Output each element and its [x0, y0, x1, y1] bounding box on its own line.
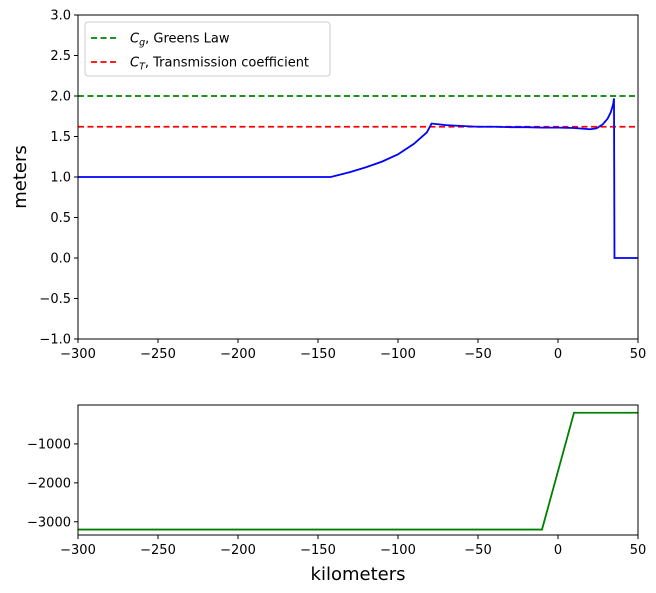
panel-1-y-tick-label: 0.0 [50, 252, 71, 267]
panel-1-y-tick-label: −1.0 [39, 333, 71, 348]
panel-1-x-tick-label: −150 [300, 347, 336, 362]
panel-2-x-tick-label: 0 [554, 543, 562, 558]
panel-2-frame [77, 404, 639, 536]
panel-2-x-tick-label: −200 [220, 543, 256, 558]
panel-1-series-group [78, 95, 638, 259]
panel-1-y-axis-label: meters [10, 145, 31, 209]
panel-2-y-tick-label: −1000 [27, 437, 71, 452]
panel-1-x-tick-label: −250 [140, 347, 176, 362]
panel-1-x-tick-label: −50 [464, 347, 491, 362]
panel-1: −300 −250 −200 −150 −100 −50 0 50 −1.0 −0.5 0.0 0.5… [10, 9, 646, 363]
panel-2-y-tick-label: −3000 [27, 515, 71, 530]
panel-2-x-tick-label: 50 [630, 543, 647, 558]
panel-2-x-tick-label: −150 [300, 543, 336, 558]
panel-1-y-tick-label: 2.5 [50, 49, 71, 64]
panel-2-x-tick-label: −50 [464, 543, 491, 558]
panel-1-y-tick-label: 2.0 [50, 90, 71, 105]
panel-2-x-axis-label: kilometers [311, 564, 406, 585]
panel-2-x-tick-label: −100 [380, 543, 416, 558]
legend-entry-1: Cg, Greens Law [130, 32, 230, 49]
panel-1-y-tick-label: 3.0 [50, 9, 71, 24]
panel-2-y-tick-label: −2000 [27, 476, 71, 491]
panel-1-y-tick-label: 0.5 [50, 211, 71, 226]
panel-2-x-tick-label: −250 [140, 543, 176, 558]
panel-1-x-tick-label: 50 [630, 347, 647, 362]
panel-2-series-line-1 [78, 411, 638, 531]
panel-1-y-tick-label: 1.0 [50, 171, 71, 186]
legend: Cg, Greens Law CT, Transmission coefficie… [84, 21, 331, 77]
panel-2-x-tick-label: −300 [60, 543, 96, 558]
panel-1-y-tick-label: 1.5 [50, 130, 71, 145]
panel-1-y-tick-label: −0.5 [39, 292, 71, 307]
legend-box [84, 21, 331, 77]
panel-1-series-line-3 [78, 98, 638, 259]
panel-2-series-group [78, 411, 638, 531]
panel-1-x-tick-label: −100 [380, 347, 416, 362]
panel-2: −300 −250 −200 −150 −100 −50 0 50 −1000 −2000 −300… [27, 404, 647, 585]
panel-1-x-tick-label: −200 [220, 347, 256, 362]
panel-1-x-tick-label: −300 [60, 347, 96, 362]
legend-entry-2: CT, Transmission coefficient [130, 56, 309, 73]
panel-1-x-tick-label: 0 [554, 347, 562, 362]
